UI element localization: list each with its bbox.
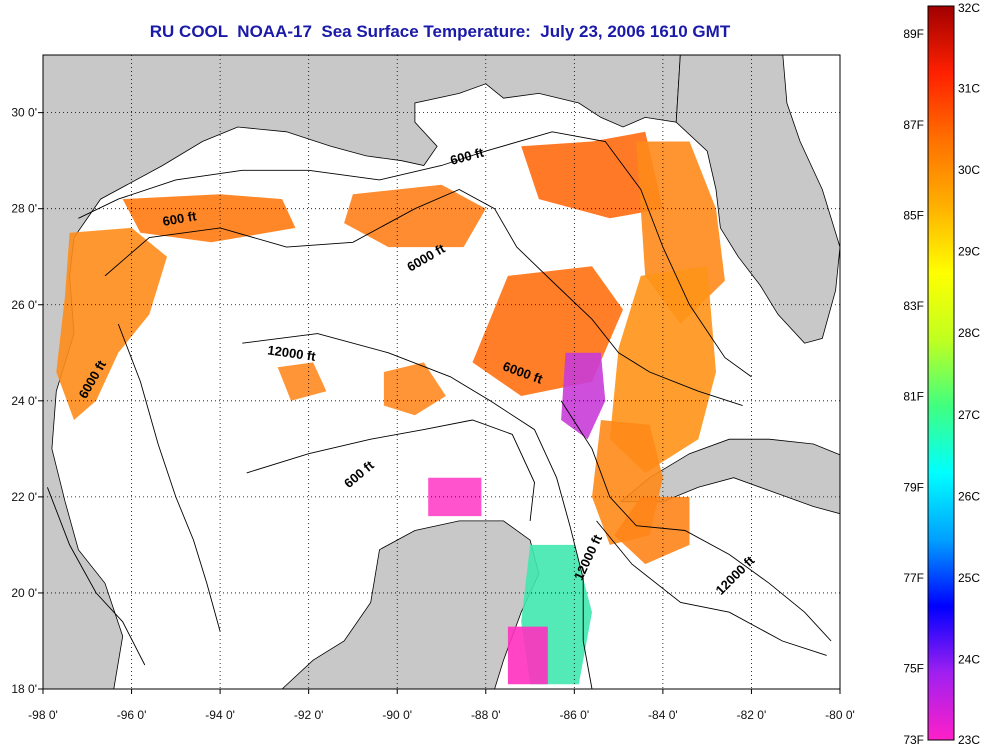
contour-line [104, 189, 743, 407]
contour-line [596, 520, 827, 656]
sst-patch [428, 477, 482, 517]
colorbar-f-label: 73F [903, 733, 924, 747]
colorbar-c-label: 25C [958, 571, 980, 585]
sst-data-layer [56, 131, 725, 685]
x-tick-label: -96 0' [117, 708, 147, 722]
bathymetry-contours [46, 131, 832, 689]
x-tick-label: -80 0' [825, 708, 855, 722]
colorbar-f-label: 79F [903, 480, 924, 494]
colorbar-c-label: 27C [958, 408, 980, 422]
map-frame [42, 54, 841, 690]
colorbar-c-label: 30C [958, 163, 980, 177]
contour-line [246, 419, 535, 521]
sst-patch [344, 184, 486, 248]
colorbar-f-label: 81F [903, 390, 924, 404]
y-tick-label: 26 0' [11, 298, 37, 312]
map-title: RU COOL NOAA-17 Sea Surface Temperature:… [149, 22, 731, 41]
contour-label: 600 ft [161, 208, 198, 229]
colorbar-c-label: 32C [958, 1, 980, 15]
sst-patch [56, 227, 167, 420]
land-florida [675, 55, 840, 344]
contour-label: 12000 ft [267, 342, 318, 364]
y-axis-ticks: 18 0' 20 0' 22 0' 24 0' 26 0' 28 0' 30 0' [11, 106, 43, 696]
sst-patch [614, 496, 690, 565]
colorbar-c-label: 28C [958, 326, 980, 340]
sst-patch [507, 626, 548, 685]
colorbar-c-label: 29C [958, 245, 980, 259]
x-axis-ticks: -98 0' -96 0' -94 0' -92 0' -90 0' -88 0' -86 … [28, 689, 855, 722]
y-tick-label: 22 0' [11, 490, 37, 504]
colorbar-c-label: 24C [958, 652, 980, 666]
sst-patch [122, 194, 296, 243]
colorbar-f-label: 77F [903, 571, 924, 585]
sst-patch [521, 131, 663, 219]
y-tick-label: 30 0' [11, 106, 37, 120]
land-north-america [43, 55, 681, 689]
x-tick-label: -98 0' [28, 708, 58, 722]
y-tick-label: 20 0' [11, 586, 37, 600]
sst-patch [609, 266, 716, 473]
x-tick-label: -92 0' [294, 708, 324, 722]
colorbar-fahrenheit-labels: 89F 87F 85F 83F 81F 79F 77F 75F 73F [903, 27, 924, 747]
colorbar-c-label: 26C [958, 489, 980, 503]
land-cuba [619, 438, 840, 515]
x-tick-label: -88 0' [471, 708, 501, 722]
colorbar-f-label: 85F [903, 208, 924, 222]
sst-patch [277, 362, 327, 401]
y-tick-label: 28 0' [11, 202, 37, 216]
contour-line [242, 333, 593, 689]
colorbar-f-label: 83F [903, 299, 924, 313]
contour-line [46, 487, 146, 666]
colorbar-f-label: 87F [903, 118, 924, 132]
x-tick-label: -90 0' [382, 708, 412, 722]
colorbar-c-label: 23C [958, 733, 980, 747]
y-tick-label: 18 0' [11, 682, 37, 696]
land-yucatan [281, 520, 540, 689]
contour-line [560, 400, 832, 642]
colorbar-celsius-labels: 32C 31C 30C 29C 28C 27C 26C 25C 24C 23C [958, 1, 980, 747]
x-tick-label: -86 0' [560, 708, 590, 722]
map-grid [43, 55, 840, 689]
colorbar-gradient [927, 5, 955, 741]
colorbar-c-label: 31C [958, 82, 980, 96]
sst-patch [383, 362, 446, 416]
y-tick-label: 24 0' [11, 394, 37, 408]
colorbar-f-label: 75F [903, 662, 924, 676]
x-tick-label: -82 0' [737, 708, 767, 722]
x-tick-label: -94 0' [205, 708, 235, 722]
x-tick-label: -84 0' [648, 708, 678, 722]
colorbar-f-label: 89F [903, 27, 924, 41]
